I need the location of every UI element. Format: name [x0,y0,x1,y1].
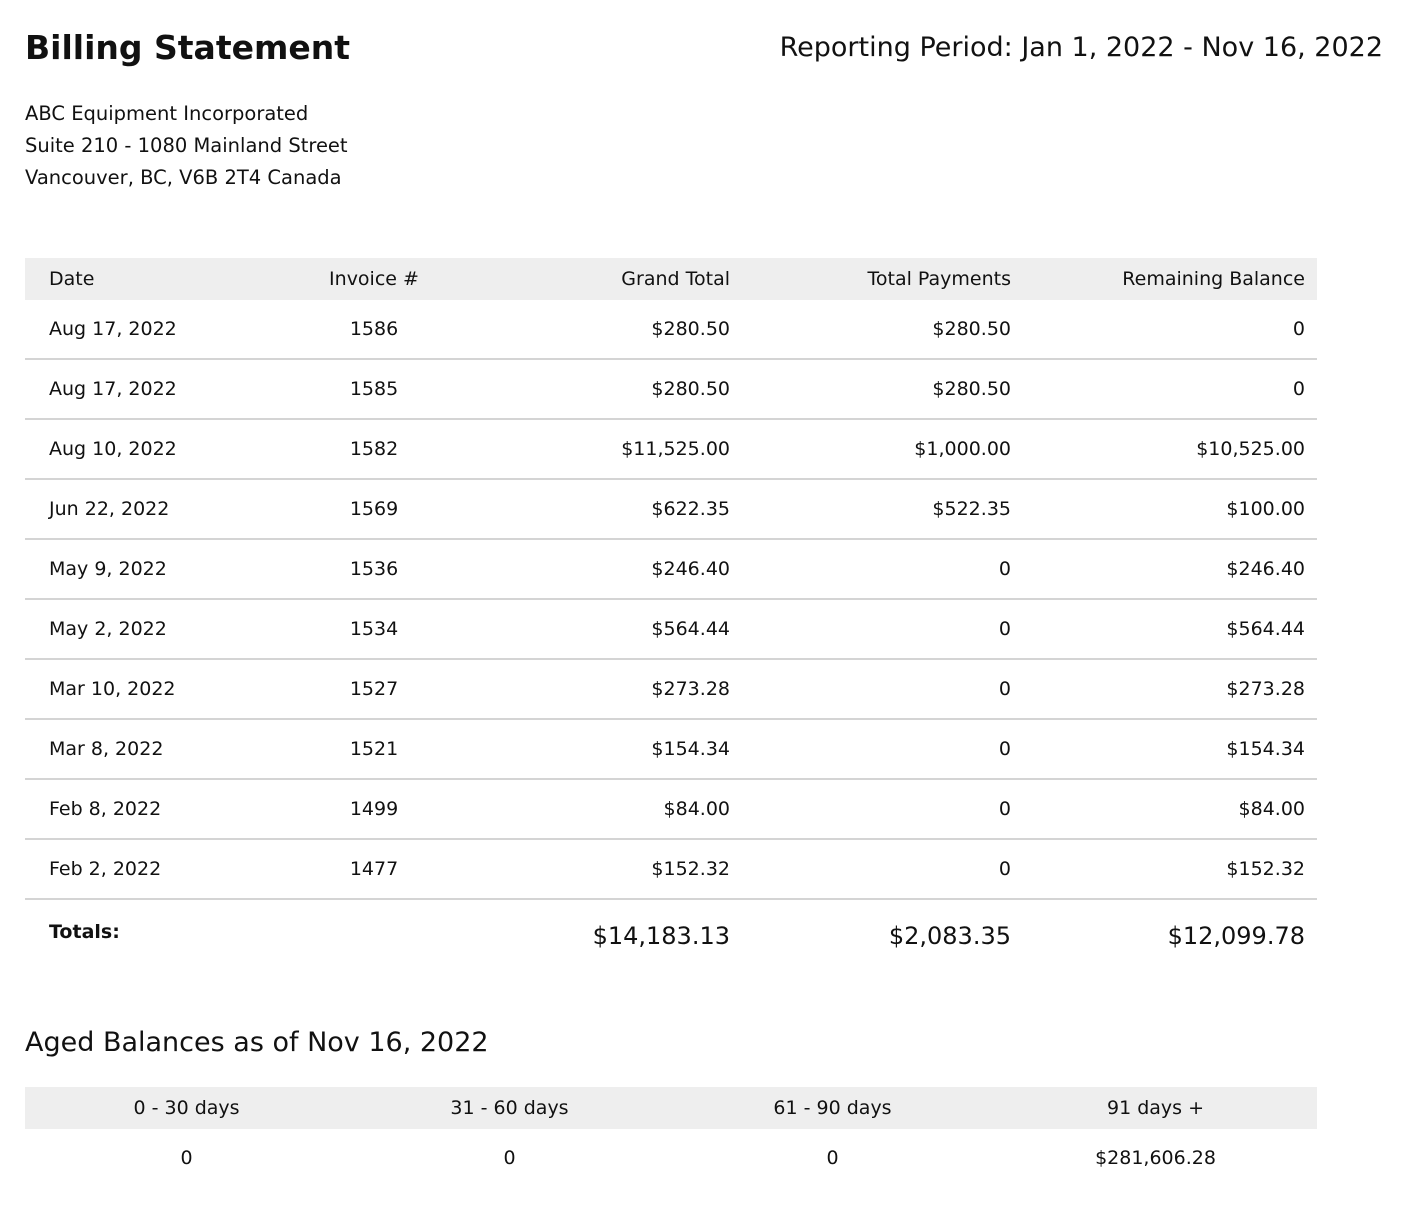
address-line: Vancouver, BC, V6B 2T4 Canada [25,166,342,189]
address-line: ABC Equipment Incorporated [25,102,309,125]
cell: 1499 [250,779,498,840]
cell: 0 [1023,359,1317,420]
cell: $11,525.00 [498,419,742,480]
title: Billing Statement [25,28,351,67]
cell: $273.28 [1023,659,1317,720]
value-row: 0 0 0 $281,606.28 [25,1129,1317,1187]
cell: 1585 [250,359,498,420]
cell: 0 [742,599,1023,660]
cell: $154.34 [498,719,742,780]
cell: 1536 [250,539,498,600]
cell: $154.34 [1023,719,1317,780]
invoice-row: May 2, 2022 1534 $564.44 0 $564.44 [25,599,1317,660]
invoice-row: May 9, 2022 1536 $246.40 0 $246.40 [25,539,1317,600]
cell: 1586 [250,300,498,360]
aged-value: 0 [826,1147,839,1169]
aged-header: 91 days + [994,1087,1317,1129]
cell: $1,000.00 [742,419,1023,480]
totals-row: Totals: $14,183.13 $2,083.35 $12,099.78 [25,899,1317,972]
cell: 0 [742,539,1023,600]
cell: $280.50 [742,359,1023,420]
cell: $152.32 [498,839,742,900]
aged-header: 31 - 60 days [348,1087,671,1129]
cell: Aug 17, 2022 [25,300,250,360]
aged-header: 0 - 30 days [25,1087,348,1129]
cell [250,899,498,972]
cell: $622.35 [498,479,742,540]
cell: 1477 [250,839,498,900]
cell: $84.00 [1023,779,1317,840]
column-header: Total Payments [742,258,1023,300]
cell: $522.35 [742,479,1023,540]
cell: 0 [742,719,1023,780]
cell: 1527 [250,659,498,720]
cell: 1569 [250,479,498,540]
cell: $280.50 [498,300,742,360]
invoice-row: Feb 8, 2022 1499 $84.00 0 $84.00 [25,779,1317,840]
invoice-row: Aug 17, 2022 1586 $280.50 $280.50 0 [25,300,1317,360]
aged-value: 0 [180,1147,193,1169]
cell: Aug 10, 2022 [25,419,250,480]
cell: 0 [742,839,1023,900]
aged-title: Aged Balances as of Nov 16, 2022 [25,1027,489,1058]
cell: $564.44 [498,599,742,660]
cell: 1521 [250,719,498,780]
column-header: Grand Total [498,258,742,300]
cell: Mar 8, 2022 [25,719,250,780]
total-grand: $14,183.13 [592,922,730,950]
aged-value: $281,606.28 [1095,1147,1216,1169]
cell: $280.50 [742,300,1023,360]
address-line: Suite 210 - 1080 Mainland Street [25,134,348,157]
invoice-row: Aug 17, 2022 1585 $280.50 $280.50 0 [25,359,1317,420]
cell: May 2, 2022 [25,599,250,660]
cell: $280.50 [498,359,742,420]
cell: Feb 8, 2022 [25,779,250,840]
reporting-period: Reporting Period: Jan 1, 2022 - Nov 16, … [779,32,1383,63]
column-header: Invoice # [250,258,498,300]
aged-header: 61 - 90 days [671,1087,994,1129]
total-payments: $2,083.35 [888,922,1011,950]
invoice-row: Jun 22, 2022 1569 $622.35 $522.35 $100.00 [25,479,1317,540]
total-remaining: $12,099.78 [1167,922,1305,950]
column-header: Remaining Balance [1023,258,1317,300]
cell: $246.40 [498,539,742,600]
cell: $273.28 [498,659,742,720]
totals-label: Totals: [49,921,120,943]
cell: Aug 17, 2022 [25,359,250,420]
invoice-row: Aug 10, 2022 1582 $11,525.00 $1,000.00 $10,5… [25,419,1317,480]
cell: Jun 22, 2022 [25,479,250,540]
cell: $100.00 [1023,479,1317,540]
invoice-row: Mar 10, 2022 1527 $273.28 0 $273.28 [25,659,1317,720]
cell: 0 [742,779,1023,840]
cell: Mar 10, 2022 [25,659,250,720]
cell: Feb 2, 2022 [25,839,250,900]
header-row: 0 - 30 days 31 - 60 days 61 - 90 days 91 da… [25,1087,1317,1129]
aged-table: 0 - 30 days 31 - 60 days 61 - 90 days 91 da… [25,1087,1317,1187]
invoice-row: Mar 8, 2022 1521 $154.34 0 $154.34 [25,719,1317,780]
cell: $84.00 [498,779,742,840]
cell: 1534 [250,599,498,660]
cell: 1582 [250,419,498,480]
invoice-row: Feb 2, 2022 1477 $152.32 0 $152.32 [25,839,1317,900]
invoice-table: Date Invoice # Grand Total Total Payments Re… [25,258,1317,972]
header-row: Date Invoice # Grand Total Total Payments Re… [25,258,1317,300]
address: ABC Equipment Incorporated Suite 210 - 1… [25,98,348,194]
aged-value: 0 [503,1147,516,1169]
cell: 0 [742,659,1023,720]
cell: $10,525.00 [1023,419,1317,480]
column-header: Date [25,258,250,300]
cell: 0 [1023,300,1317,360]
cell: $152.32 [1023,839,1317,900]
cell: $564.44 [1023,599,1317,660]
cell: May 9, 2022 [25,539,250,600]
cell: $246.40 [1023,539,1317,600]
